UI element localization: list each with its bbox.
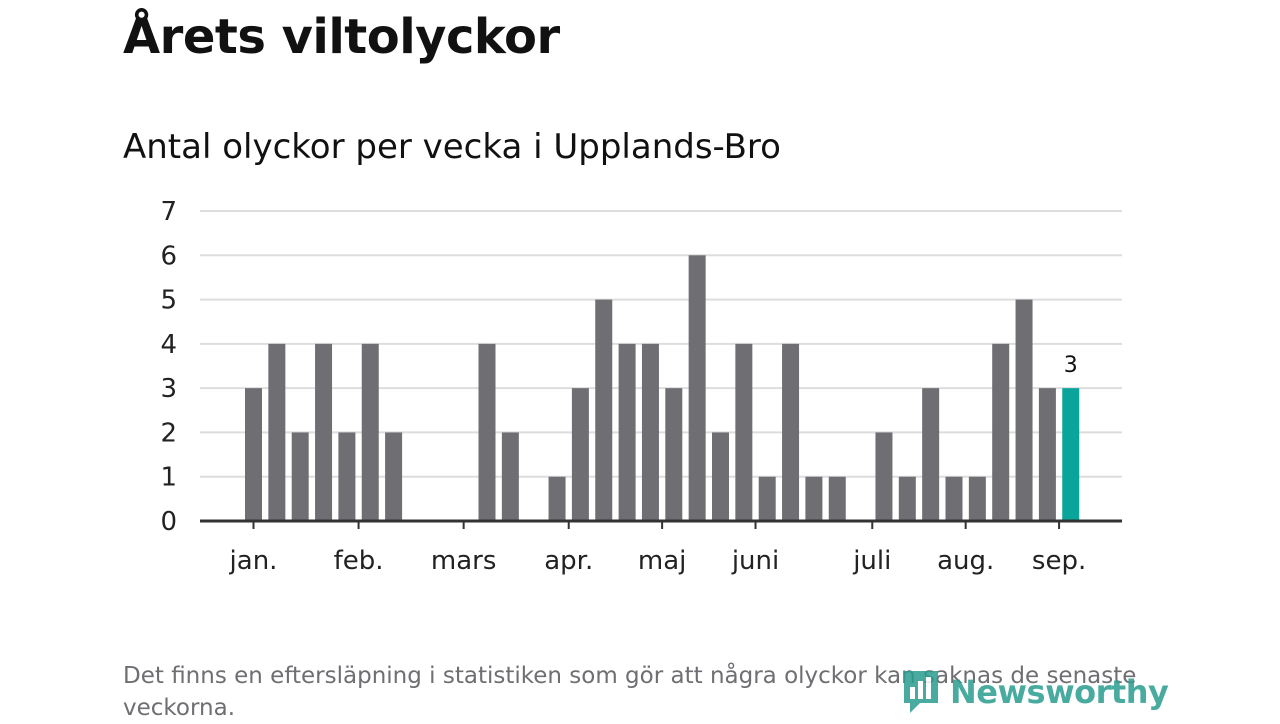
month-label: jan. <box>229 546 278 576</box>
highlight-value-label: 3 <box>1064 353 1078 378</box>
bar <box>385 432 403 521</box>
chart-title: Årets viltolyckor <box>123 9 560 65</box>
x-axis-months: jan. feb. mars apr. maj juni juli aug. sep. <box>229 521 1086 576</box>
bar <box>618 343 636 521</box>
bar <box>478 343 496 521</box>
bar <box>945 476 963 521</box>
y-tick-label: 0 <box>160 507 177 537</box>
bar <box>315 343 333 521</box>
bar <box>571 388 589 521</box>
y-tick-label: 7 <box>160 197 177 227</box>
bar <box>875 432 893 521</box>
brand-logo: Newsworthy <box>900 662 1169 722</box>
brand-name: Newsworthy <box>950 673 1169 711</box>
y-tick-label: 1 <box>160 463 177 493</box>
bar <box>805 476 823 521</box>
y-tick-label: 3 <box>160 374 177 404</box>
highlight-bar <box>1062 388 1080 521</box>
bar <box>338 432 356 521</box>
bar <box>501 432 519 521</box>
y-tick-label: 2 <box>160 418 177 448</box>
bar <box>1015 299 1033 521</box>
month-label: feb. <box>334 546 384 576</box>
bar <box>641 343 659 521</box>
bar <box>782 343 800 521</box>
bar <box>291 432 309 521</box>
month-label: mars <box>431 546 497 576</box>
footnote: Det finns en eftersläpning i statistiken… <box>123 663 1137 721</box>
bar <box>1038 388 1056 521</box>
month-label: apr. <box>544 546 593 576</box>
y-tick-label: 6 <box>160 241 177 271</box>
chart-subtitle: Antal olyckor per vecka i Upplands-Bro <box>123 127 781 167</box>
y-tick-label: 4 <box>160 330 177 360</box>
bar <box>968 476 986 521</box>
month-label: juli <box>852 546 891 576</box>
month-label: maj <box>638 546 686 576</box>
bar <box>665 388 683 521</box>
month-label: sep. <box>1032 546 1086 576</box>
bar <box>828 476 846 521</box>
bar <box>268 343 286 521</box>
bar <box>712 432 729 521</box>
bar <box>548 476 566 521</box>
data-labels: 3 <box>1064 353 1078 378</box>
bar <box>245 388 262 521</box>
bar <box>735 343 753 521</box>
y-axis-ticks: 0 1 2 3 4 5 6 7 <box>160 197 177 537</box>
y-tick-label: 5 <box>160 286 177 316</box>
month-label: juni <box>731 546 779 576</box>
bar <box>688 255 706 522</box>
bar <box>595 299 613 521</box>
bars <box>245 255 1080 522</box>
bar <box>922 388 940 521</box>
bar <box>758 476 776 521</box>
gridlines <box>200 210 1122 478</box>
bar <box>361 343 379 521</box>
month-label: aug. <box>937 546 994 576</box>
newsworthy-logo-icon <box>904 671 938 713</box>
bar <box>992 343 1010 521</box>
bar <box>898 476 916 521</box>
